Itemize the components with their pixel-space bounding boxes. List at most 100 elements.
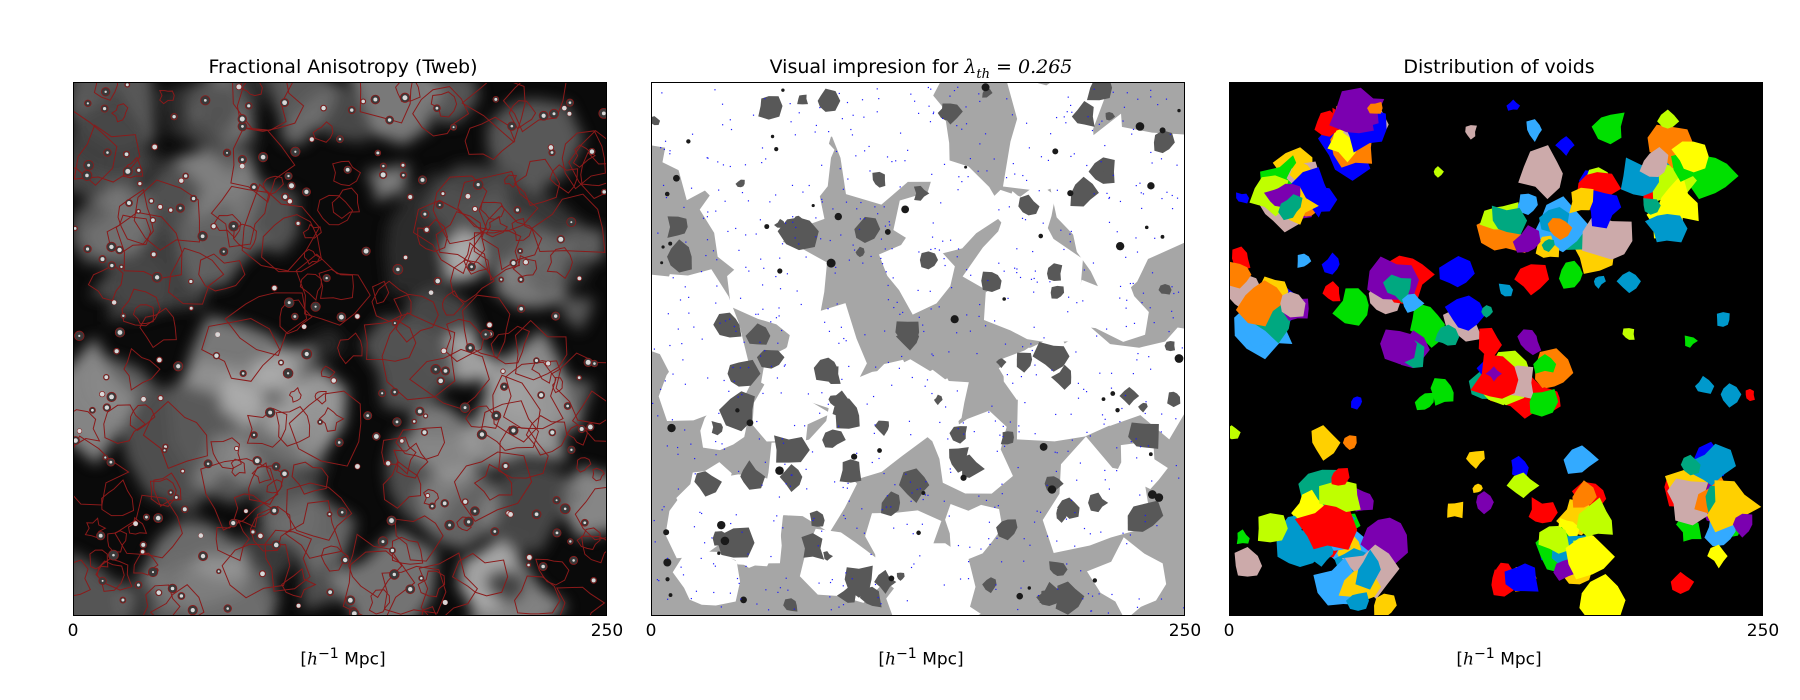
impression-point: [989, 543, 991, 546]
impression-point: [995, 584, 997, 586]
impression-point: [1070, 499, 1073, 501]
fa-halo-core: [141, 396, 146, 402]
void-patches: [1230, 87, 1762, 615]
impression-point: [829, 239, 831, 242]
impression-point: [1136, 359, 1138, 361]
fa-halo-core: [231, 520, 236, 526]
fa-contour: [101, 479, 135, 517]
impression-point: [876, 88, 878, 90]
impression-point: [886, 156, 889, 158]
impression-point: [884, 248, 886, 250]
impression-void: [886, 543, 976, 615]
impression-point: [677, 453, 679, 455]
impression-point: [652, 402, 654, 404]
x-tick-min-panel-3: 0: [1223, 621, 1235, 641]
impression-dense: [756, 349, 785, 369]
fa-contour: [213, 213, 242, 239]
impression-point: [1161, 197, 1163, 200]
impression-dense: [1057, 497, 1080, 519]
impression-dense: [813, 357, 838, 382]
impression-point: [664, 140, 667, 142]
impression-point: [1030, 343, 1032, 345]
impression-point: [677, 328, 679, 330]
fa-contour: [129, 404, 156, 432]
fa-contour: [261, 214, 323, 273]
impression-dense: [717, 527, 755, 558]
impression-point: [1090, 610, 1092, 612]
impression-point: [846, 487, 848, 489]
impression-dense: [1164, 341, 1176, 352]
impression-point: [880, 238, 883, 240]
impression-point: [1067, 96, 1069, 98]
impression-point: [1023, 560, 1025, 562]
impression-point: [911, 492, 913, 494]
impression-point: [1151, 162, 1153, 164]
impression-point: [887, 299, 890, 301]
fa-halo-core: [442, 501, 447, 506]
impression-dense: [1055, 581, 1085, 615]
void-patch: [1506, 99, 1521, 111]
impression-dense: [835, 398, 860, 429]
x-axis-label-exponent: −1: [317, 646, 339, 662]
fa-contour: [490, 325, 531, 365]
impression-point: [874, 583, 877, 586]
impression-point: [957, 248, 960, 250]
impression-point: [1098, 593, 1100, 595]
fa-contour: [561, 130, 606, 190]
impression-point: [1160, 598, 1163, 600]
impression-point: [702, 217, 705, 219]
impression-point: [965, 106, 967, 108]
fa-contour: [303, 248, 321, 266]
impression-dense: [881, 491, 901, 517]
impression-point: [1093, 193, 1095, 195]
fa-halo-core: [340, 510, 344, 514]
impression-point: [781, 329, 783, 332]
impression-point: [1022, 174, 1024, 177]
impression-point: [1063, 116, 1065, 118]
impression-point: [919, 555, 921, 557]
fa-halo-core: [408, 587, 413, 592]
void-patch: [1485, 366, 1502, 382]
fa-contour: [264, 529, 313, 592]
impression-knot: [665, 577, 670, 582]
impression-point: [762, 308, 764, 310]
fa-halo-core: [422, 430, 427, 435]
impression-point: [886, 495, 889, 497]
void-patch: [1297, 253, 1312, 268]
impression-point: [855, 155, 857, 157]
fa-contour: [342, 550, 416, 615]
fa-halo-core: [550, 430, 555, 435]
fa-halo-core: [351, 611, 357, 615]
impression-point: [881, 509, 883, 511]
fa-halo-core: [318, 420, 322, 424]
impression-point: [899, 132, 902, 134]
void-patch: [1322, 281, 1341, 302]
fa-halo-core: [448, 523, 452, 527]
impression-point: [778, 496, 781, 498]
impression-point: [842, 585, 844, 587]
impression-dense: [874, 420, 890, 436]
fa-contour: [442, 290, 465, 316]
fa-halo-core: [287, 199, 293, 204]
impression-point: [1006, 374, 1008, 376]
impression-knot: [811, 203, 815, 208]
impression-point: [932, 112, 934, 115]
impression-point: [852, 114, 854, 116]
impression-dense: [1086, 83, 1113, 101]
impression-point: [765, 158, 767, 160]
fa-halo-core: [121, 598, 125, 602]
fa-contour: [285, 482, 353, 541]
impression-point: [784, 463, 786, 465]
impression-point: [815, 124, 817, 127]
impression-knot: [663, 558, 672, 567]
impression-dense: [1119, 387, 1140, 406]
fa-halo-core: [493, 530, 497, 533]
fa-halo-core: [239, 163, 245, 169]
impression-point: [805, 468, 807, 470]
impression-point: [956, 256, 958, 258]
void-patch: [1569, 187, 1594, 214]
impression-point: [1008, 206, 1010, 208]
fa-region: [563, 466, 606, 539]
fa-contour: [302, 223, 322, 239]
impression-point: [669, 150, 671, 152]
